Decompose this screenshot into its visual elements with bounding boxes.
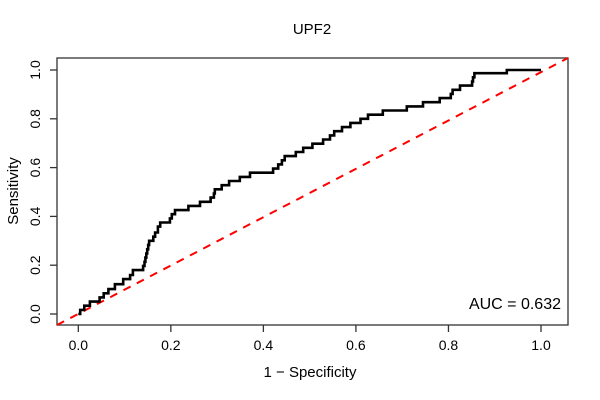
auc-annotation: AUC = 0.632 bbox=[469, 296, 561, 313]
y-axis-label: Sensitivity bbox=[5, 157, 22, 225]
y-tick-label: 0.6 bbox=[27, 158, 43, 178]
roc-curve bbox=[78, 68, 541, 316]
chart-title: UPF2 bbox=[293, 21, 331, 38]
y-tick-label: 1.0 bbox=[27, 60, 43, 80]
x-tick-label: 0.6 bbox=[346, 337, 366, 353]
x-tick-label: 0.2 bbox=[161, 337, 181, 353]
y-tick-label: 0.2 bbox=[27, 255, 43, 275]
x-tick-label: 1.0 bbox=[531, 337, 551, 353]
y-tick-label: 0.8 bbox=[27, 109, 43, 129]
x-axis-label: 1 − Specificity bbox=[264, 364, 357, 381]
y-tick-label: 0.0 bbox=[27, 304, 43, 324]
x-axis-ticks: 0.0 0.2 0.4 0.6 0.8 1.0 bbox=[69, 325, 551, 353]
y-axis-ticks: 0.0 0.2 0.4 0.6 0.8 1.0 bbox=[27, 60, 57, 324]
x-tick-label: 0.4 bbox=[254, 337, 274, 353]
chance-diagonal-line bbox=[56, 57, 569, 326]
plot-box bbox=[56, 57, 569, 326]
y-tick-label: 0.4 bbox=[27, 206, 43, 226]
x-tick-label: 0.0 bbox=[69, 337, 89, 353]
x-tick-label: 0.8 bbox=[439, 337, 459, 353]
